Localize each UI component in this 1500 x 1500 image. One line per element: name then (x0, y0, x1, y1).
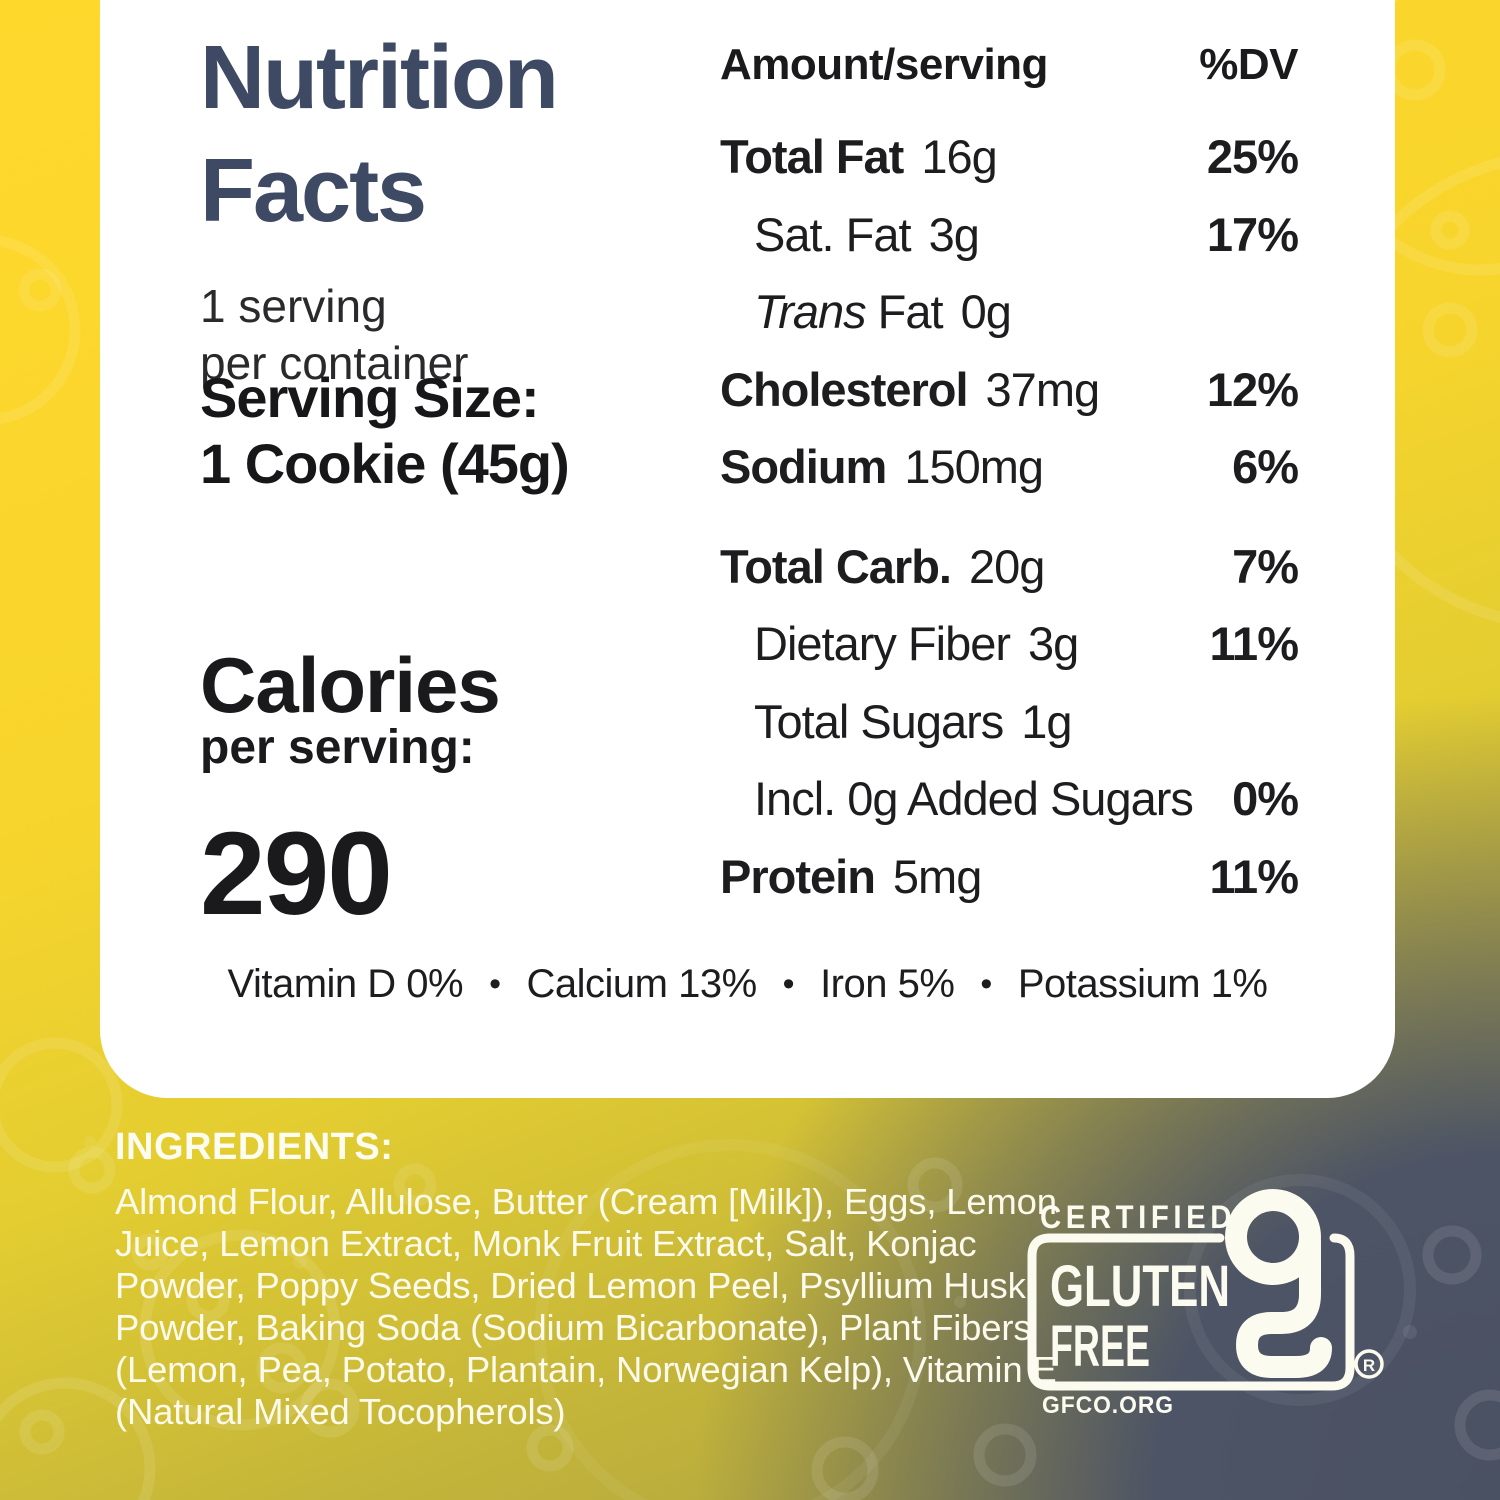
nutrient-row: Sat. Fat 3g 17% (720, 196, 1299, 274)
nutrient-amount: 16g (921, 130, 997, 184)
ingredients-heading: INGREDIENTS: (115, 1126, 394, 1168)
servings-line-1: 1 serving (200, 280, 387, 332)
certified-text: CERTIFIED (1040, 1199, 1236, 1235)
nutrient-row: Sodium 150mg 6% (720, 428, 1299, 506)
servings-per-container: 1 serving per container (200, 278, 469, 392)
nutrient-row: Dietary Fiber 3g 11% (720, 605, 1299, 683)
nutrient-dv: 25% (1206, 130, 1299, 184)
table-header: Amount/serving %DV (720, 40, 1298, 90)
serving-size-value: 1 Cookie (45g) (200, 432, 570, 496)
nutrient-amount: 3g (928, 207, 980, 261)
certified-gluten-free-logo: CERTIFIED GLUTEN FREE R GFCO.ORG (1027, 1189, 1384, 1419)
nutrient-row: Total Fat 16g 25% (720, 118, 1299, 196)
calories-sublabel: per serving: (200, 721, 475, 774)
nutrient-label: Cholesterol (720, 362, 969, 416)
nutrient-rows: Total Fat 16g 25% Sat. Fat 3g 17% Trans Fat 0g Ch… (720, 118, 1299, 916)
calories-label: Calories (200, 641, 501, 729)
nutrient-label: Incl. 0g Added Sugars (754, 772, 1194, 826)
nutrition-facts-title: Nutrition Facts (200, 22, 559, 249)
micronutrient-item: Potassium 1% (1017, 962, 1268, 1006)
nutrient-dv: 6% (1232, 440, 1299, 494)
nutrient-dv: 17% (1206, 207, 1299, 261)
nutrient-dv: 11% (1209, 617, 1299, 671)
nutrient-label-suffix: Fat (877, 285, 944, 339)
nutrient-amount: 1g (1021, 694, 1072, 748)
nutrient-amount: 20g (968, 539, 1045, 593)
nutrient-amount: 3g (1028, 617, 1079, 671)
nutrient-label: Trans (754, 285, 867, 339)
nutrient-row: Trans Fat 0g (720, 273, 1298, 351)
micronutrient-item: Iron 5% (820, 962, 955, 1006)
nutrient-label: Total Carb. (720, 539, 952, 593)
calories-value: 290 (200, 808, 393, 940)
header-amount-serving: Amount/serving (720, 40, 1048, 89)
nutrient-amount: 0g (960, 285, 1012, 339)
bullet-separator: • (489, 965, 501, 1003)
micronutrient-item: Calcium 13% (526, 962, 758, 1006)
serving-size-label: Serving Size: (200, 366, 540, 429)
nutrient-amount: 5mg (892, 849, 982, 903)
nutrient-label: Sodium (720, 440, 887, 494)
serving-size: Serving Size: 1 Cookie (45g) (200, 365, 570, 497)
nutrient-row: Total Carb. 20g 7% (720, 528, 1299, 606)
bullet-separator: • (980, 965, 992, 1003)
nutrition-facts-card: Nutrition Facts 1 serving per container … (100, 0, 1395, 1098)
nutrient-label: Total Fat (720, 130, 904, 184)
servings-line-2: per container (200, 337, 469, 390)
nutrient-dv: 0% (1232, 772, 1299, 826)
nutrient-amount: 150mg (904, 440, 1044, 494)
nutrient-dv: 12% (1206, 362, 1299, 416)
nutrient-row: Total Sugars 1g (720, 683, 1298, 761)
micronutrients-line: Vitamin D 0% • Calcium 13% • Iron 5% • Potassi… (100, 962, 1395, 1007)
nutrient-amount: 37mg (985, 362, 1101, 416)
ingredients-section: INGREDIENTS: Almond Flour, Allulose, But… (115, 1126, 1115, 1433)
svg-text:R: R (1363, 1356, 1375, 1375)
ingredients-list: Almond Flour, Allulose, Butter (Cream [M… (115, 1181, 1057, 1432)
nutrient-label: Dietary Fiber (754, 617, 1011, 671)
free-text: FREE (1050, 1314, 1150, 1379)
nutrient-row: Cholesterol 37mg 12% (720, 351, 1299, 429)
nutrient-row: Protein 5mg 11% (720, 838, 1299, 916)
nutrient-label: Total Sugars (754, 694, 1004, 748)
micronutrient-item: Vitamin D 0% (227, 962, 464, 1006)
nutrient-label: Sat. Fat (754, 207, 912, 261)
nutrient-label: Protein (720, 849, 876, 903)
title-line-2: Facts (200, 141, 427, 242)
nutrient-dv: 7% (1232, 539, 1299, 593)
gfco-url: GFCO.ORG (1042, 1392, 1174, 1419)
gluten-text: GLUTEN (1050, 1254, 1230, 1319)
bullet-separator: • (782, 965, 795, 1003)
gfco-g-icon (1225, 1189, 1332, 1378)
title-line-1: Nutrition (200, 28, 559, 128)
header-dv: %DV (1199, 40, 1298, 89)
nutrient-row: Incl. 0g Added Sugars 0% (720, 760, 1299, 838)
registered-trademark-icon: R (1354, 1349, 1384, 1379)
nutrient-dv: 11% (1209, 849, 1299, 903)
gluten-free-box-border (1027, 1233, 1355, 1391)
